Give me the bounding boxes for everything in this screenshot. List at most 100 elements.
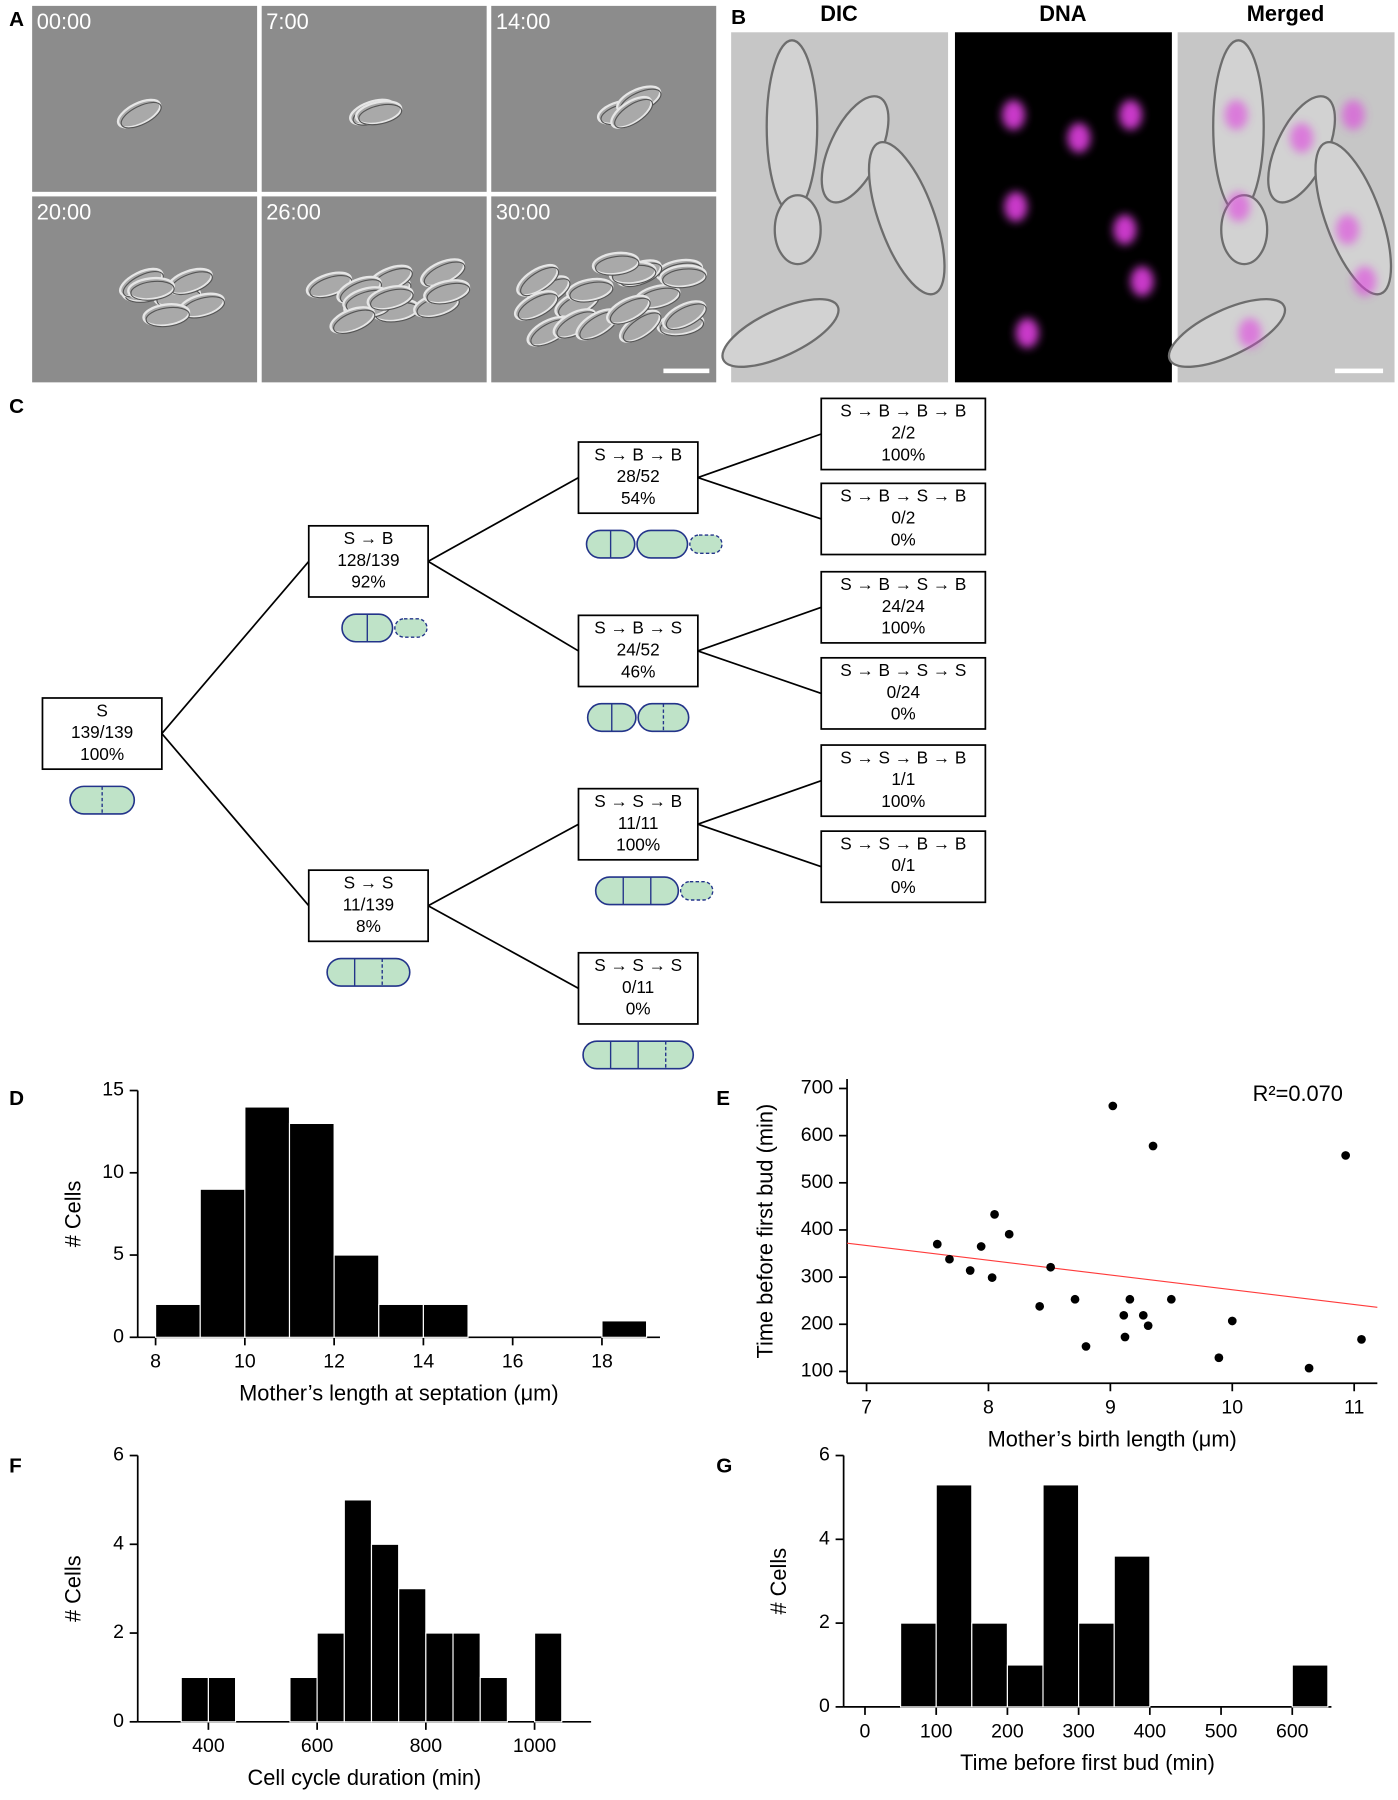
cell-shadow <box>517 293 559 321</box>
tree-edge <box>427 823 579 907</box>
nucleus <box>1336 214 1359 245</box>
histogram-bar <box>288 1122 335 1338</box>
y-axis-label: Time before first bud (min) <box>752 1104 777 1359</box>
node-text: 1/1 <box>891 769 915 789</box>
x-tick-label: 400 <box>1134 1720 1167 1742</box>
scatter-point <box>1035 1301 1045 1311</box>
node-text: S → B → S <box>594 618 682 638</box>
cell-shadow <box>609 297 651 325</box>
x-tick-label: 8 <box>983 1397 994 1419</box>
node-text: 100% <box>881 791 925 811</box>
node-text: S → S → B → B <box>840 833 966 853</box>
node-text: 0/1 <box>891 855 915 875</box>
x-tick-label: 600 <box>301 1735 334 1757</box>
histogram-bar <box>289 1676 318 1723</box>
scatter-point <box>945 1254 954 1264</box>
histogram-bar <box>244 1106 291 1338</box>
cell-shadow <box>665 303 707 331</box>
cell-shadow <box>426 282 471 305</box>
tree-edge <box>697 650 822 695</box>
cell-shadow <box>614 98 654 129</box>
histogram-bar <box>1042 1484 1080 1708</box>
x-tick-label: 300 <box>1062 1720 1095 1742</box>
y-tick-label: 200 <box>801 1312 834 1334</box>
y-tick-label: 700 <box>801 1077 834 1099</box>
tree-edge <box>697 606 822 652</box>
tree-node <box>307 869 429 943</box>
nucleus <box>1226 191 1250 222</box>
node-text: 11/139 <box>343 894 394 914</box>
timestamp: 7:00 <box>266 9 308 34</box>
y-tick-label: 0 <box>113 1710 124 1732</box>
y-tick-label: 4 <box>113 1532 124 1554</box>
node-text: 100% <box>881 444 925 464</box>
histogram-bar <box>1006 1664 1044 1708</box>
scale-bar <box>1334 368 1384 374</box>
x-tick-label: 0 <box>860 1720 871 1742</box>
y-tick-label: 400 <box>801 1218 834 1240</box>
scatter-point <box>1214 1353 1224 1363</box>
tree-node <box>41 697 163 771</box>
cell-shadow <box>120 101 162 129</box>
nucleus <box>1067 122 1091 153</box>
tree-node <box>820 744 987 818</box>
nucleus <box>1353 266 1377 297</box>
nucleus <box>1238 318 1262 348</box>
x-tick-label: 500 <box>1205 1720 1238 1742</box>
node-text: 0/24 <box>887 682 921 702</box>
node-text: S → B <box>344 528 394 548</box>
histogram-bar <box>343 1499 373 1723</box>
annotation: R²=0.070 <box>1253 1081 1343 1106</box>
x-tick-label: 16 <box>502 1351 524 1373</box>
node-text: S → B → S → B <box>840 486 966 506</box>
node-text: 0/2 <box>891 507 915 527</box>
histogram-bar <box>370 1543 400 1723</box>
y-tick-label: 10 <box>102 1161 124 1183</box>
node-text: S → B → S → S <box>840 660 966 680</box>
trend-line <box>846 1242 1378 1308</box>
scatter-point <box>1148 1141 1158 1151</box>
nucleus <box>1004 191 1028 222</box>
y-tick-label: 500 <box>801 1171 834 1193</box>
timestamp: 00:00 <box>37 9 92 34</box>
cell-icon <box>636 529 689 559</box>
node-text: 24/24 <box>882 596 925 616</box>
histogram-bar <box>207 1676 237 1723</box>
histogram-bar <box>155 1303 201 1338</box>
node-text: 100% <box>80 744 124 764</box>
nucleus <box>1290 122 1314 153</box>
histogram-bar <box>422 1303 469 1338</box>
x-tick-label: 10 <box>1221 1397 1243 1419</box>
histogram-bar <box>333 1254 380 1338</box>
x-tick-label: 100 <box>920 1720 953 1742</box>
node-text: 46% <box>621 661 655 681</box>
bud-icon <box>689 534 723 555</box>
y-axis-label: # Cells <box>60 1181 85 1248</box>
node-text: S <box>96 700 107 720</box>
tree-edge <box>697 823 822 868</box>
y-tick-label: 2 <box>113 1621 124 1643</box>
histogram-bar <box>425 1632 454 1723</box>
scatter-point <box>1357 1334 1366 1344</box>
channel-title: Merged <box>1247 1 1325 26</box>
x-tick-label: 10 <box>234 1351 256 1373</box>
microscopy-frame <box>32 5 258 192</box>
scatter-point <box>990 1210 999 1219</box>
node-text: S → B → B <box>594 444 682 464</box>
node-text: 24/52 <box>617 639 660 659</box>
node-text: S → S <box>344 872 394 892</box>
y-tick-label: 100 <box>801 1360 834 1382</box>
node-text: 0% <box>891 704 916 724</box>
histogram-bar <box>398 1588 427 1723</box>
cell-shadow <box>130 280 175 301</box>
y-tick-label: 6 <box>819 1444 830 1466</box>
node-text: S → B → B → B <box>840 401 966 421</box>
y-tick-label: 0 <box>819 1695 830 1717</box>
y-tick-label: 300 <box>801 1265 834 1287</box>
timestamp: 30:00 <box>496 199 551 224</box>
x-tick-label: 7 <box>861 1397 872 1419</box>
node-text: 11/11 <box>618 813 659 833</box>
cell <box>721 298 840 368</box>
cell-shadow <box>622 312 662 343</box>
nucleus <box>1224 99 1248 130</box>
